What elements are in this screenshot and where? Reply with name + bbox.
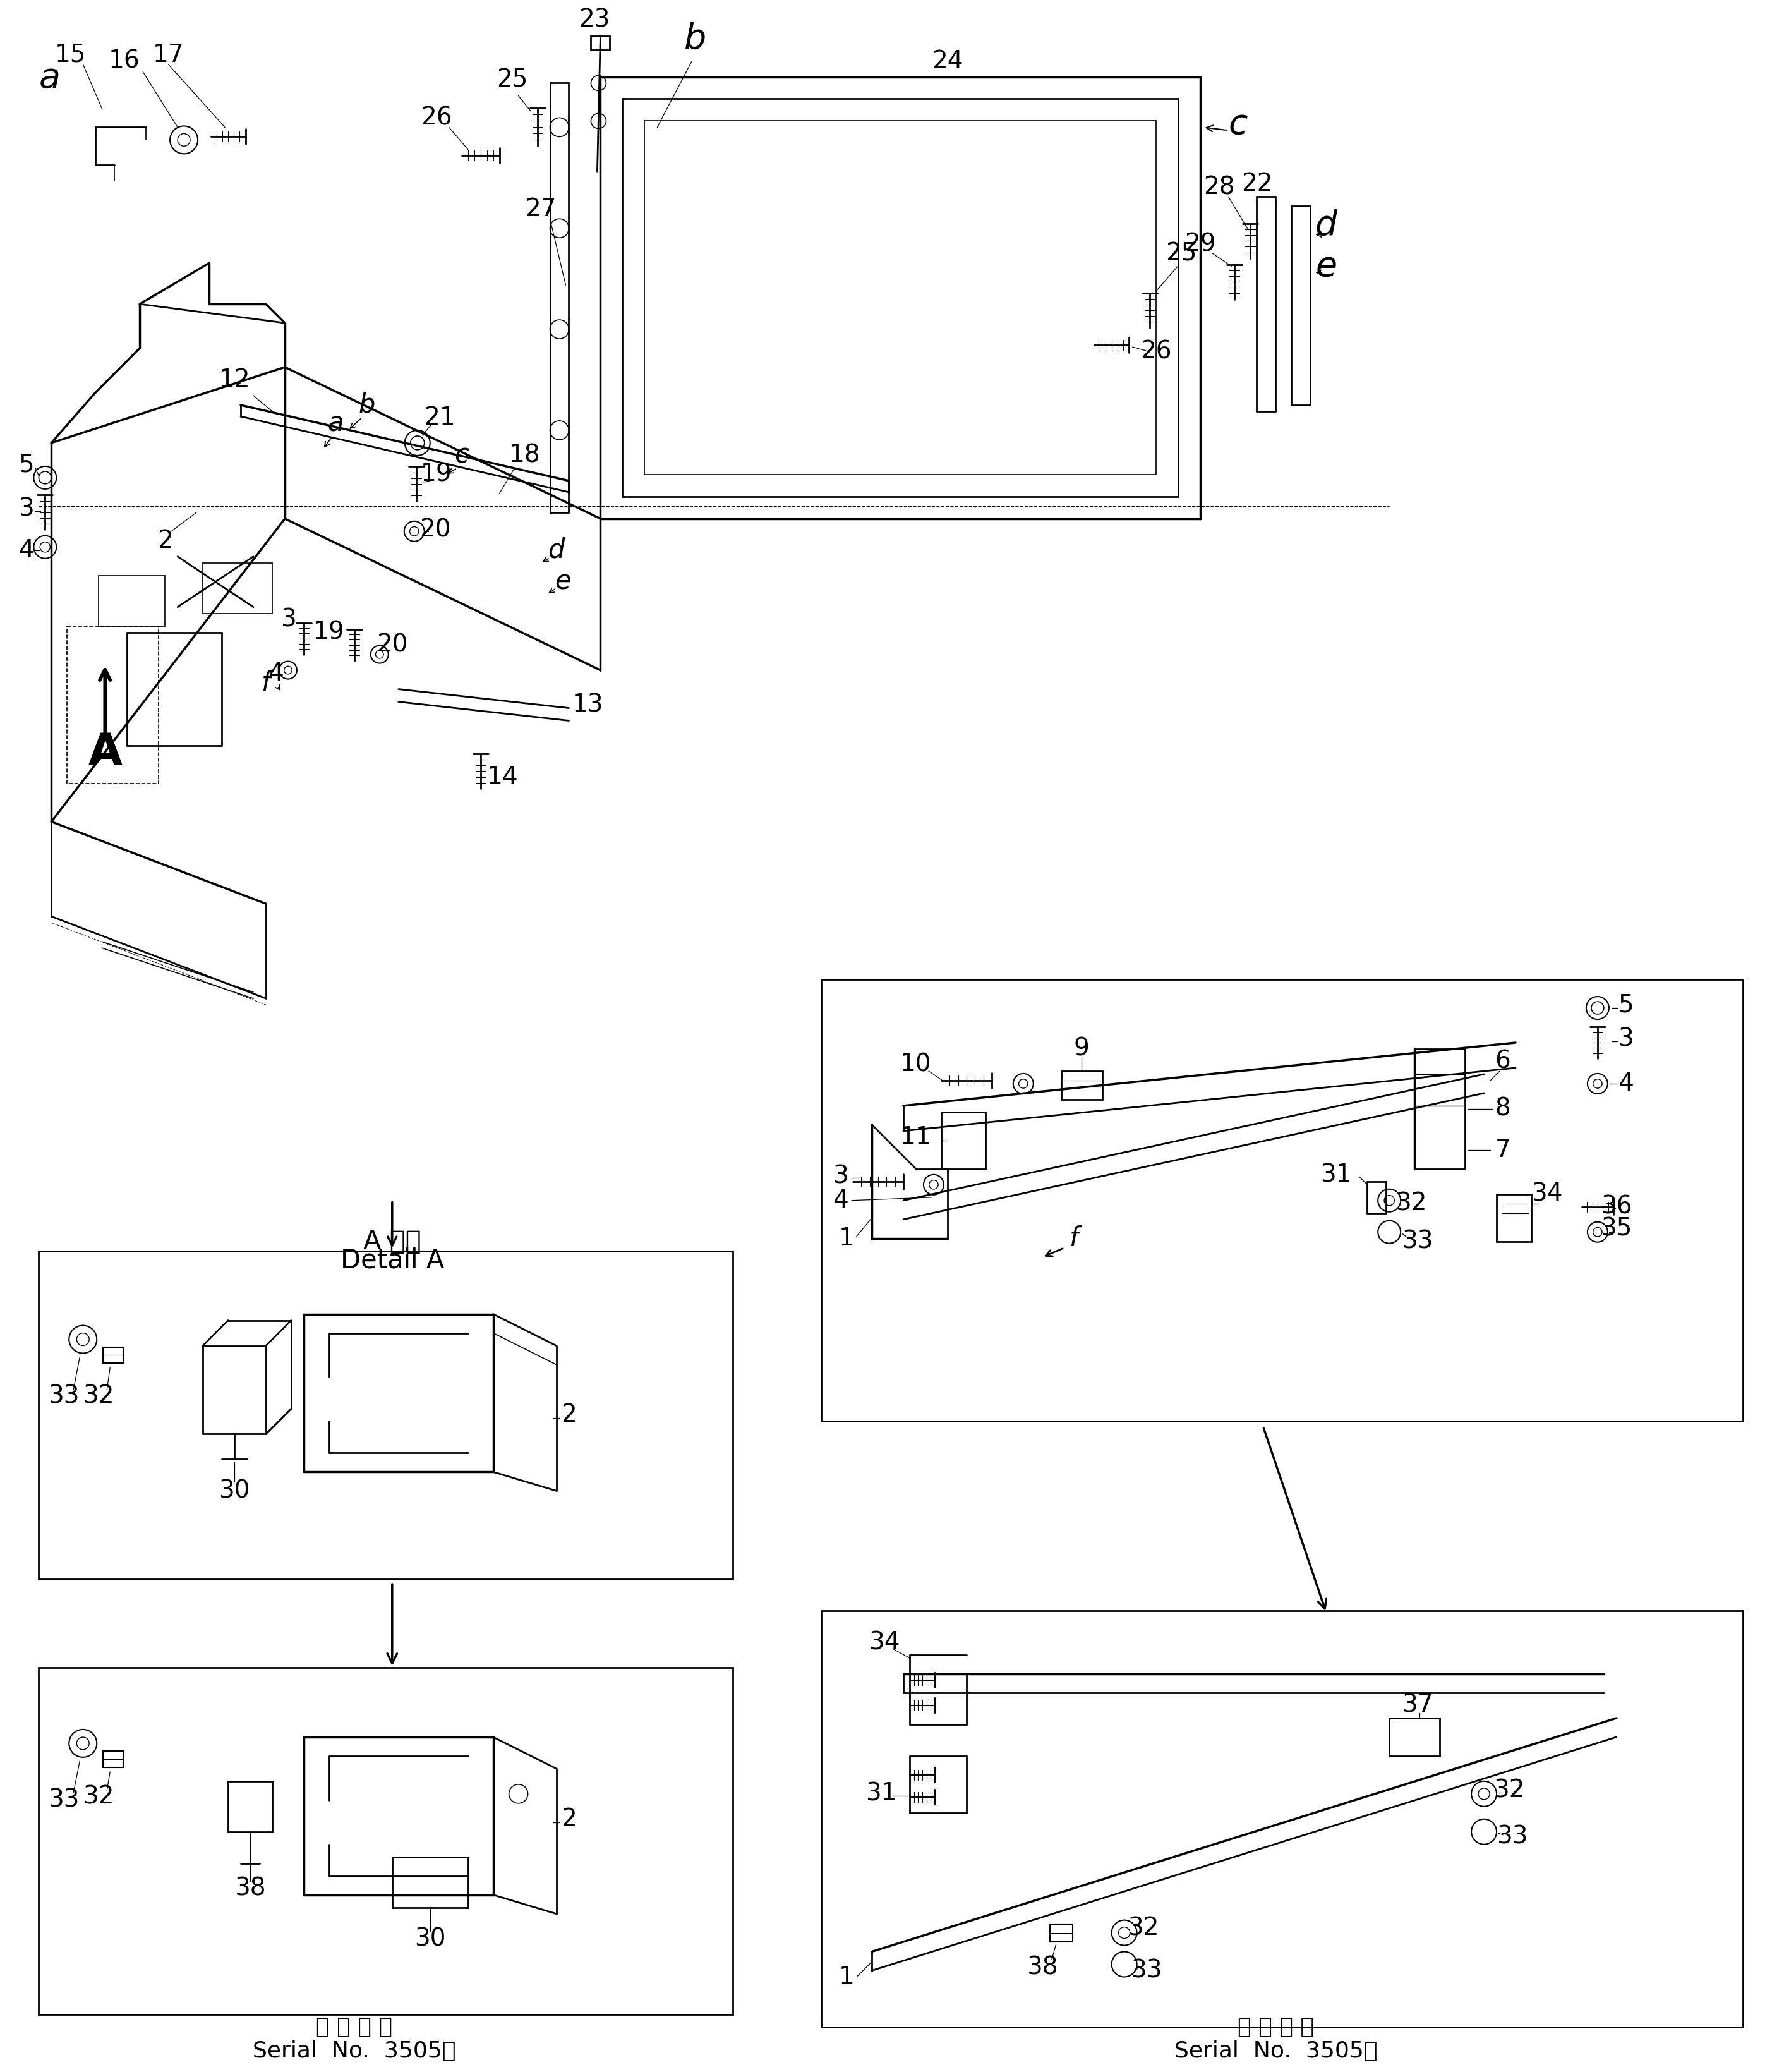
Text: 19: 19 <box>314 620 346 644</box>
Text: 38: 38 <box>234 1877 266 1900</box>
Text: 16: 16 <box>108 50 140 73</box>
Text: 4: 4 <box>268 661 284 686</box>
Text: 3: 3 <box>280 607 296 632</box>
Bar <box>1049 1925 1072 1941</box>
Text: 32: 32 <box>83 1384 115 1409</box>
Text: 26: 26 <box>420 106 452 131</box>
Text: 4: 4 <box>18 539 34 562</box>
Text: 30: 30 <box>415 1927 447 1952</box>
Text: 23: 23 <box>578 8 610 31</box>
Text: 9: 9 <box>1074 1036 1090 1061</box>
Text: 19: 19 <box>420 462 452 487</box>
Text: A 詳細: A 詳細 <box>363 1229 422 1256</box>
Text: 2: 2 <box>562 1807 576 1832</box>
Text: 2: 2 <box>158 528 174 553</box>
Text: 3: 3 <box>18 497 34 522</box>
Bar <box>1061 1071 1102 1100</box>
Text: 31: 31 <box>865 1782 897 1807</box>
Text: 適 用 号 機: 適 用 号 機 <box>315 2016 393 2039</box>
Text: A: A <box>89 731 122 773</box>
Text: 32: 32 <box>1494 1778 1526 1803</box>
Text: 33: 33 <box>48 1384 80 1409</box>
Text: 37: 37 <box>1402 1693 1434 1718</box>
Text: f: f <box>260 669 271 696</box>
Text: 29: 29 <box>1184 232 1216 257</box>
Text: 4: 4 <box>833 1189 849 1212</box>
Text: 33: 33 <box>1402 1229 1434 1254</box>
Text: 6: 6 <box>1496 1051 1512 1073</box>
Bar <box>103 1347 124 1363</box>
Bar <box>820 980 1742 1421</box>
Text: 10: 10 <box>900 1053 932 1077</box>
Text: 34: 34 <box>868 1631 900 1653</box>
Text: 18: 18 <box>509 443 540 468</box>
Text: 30: 30 <box>218 1479 250 1502</box>
Text: 1: 1 <box>838 1227 854 1249</box>
Text: 32: 32 <box>1127 1917 1159 1939</box>
Text: a: a <box>39 60 60 95</box>
Text: 33: 33 <box>1131 1958 1162 1983</box>
Text: 3: 3 <box>833 1164 849 1189</box>
Bar <box>820 1610 1742 2026</box>
Bar <box>103 1751 124 1767</box>
Bar <box>1497 1193 1531 1241</box>
Bar <box>39 1251 734 1579</box>
Text: a: a <box>328 410 344 437</box>
Text: 24: 24 <box>932 50 964 73</box>
Bar <box>590 35 610 50</box>
Text: 34: 34 <box>1531 1183 1563 1206</box>
Text: 11: 11 <box>900 1125 932 1150</box>
Text: e: e <box>1315 249 1336 284</box>
Text: 15: 15 <box>55 44 85 66</box>
Text: 36: 36 <box>1600 1196 1632 1218</box>
Text: 26: 26 <box>1139 340 1171 363</box>
Text: 32: 32 <box>1396 1191 1426 1216</box>
Text: d: d <box>548 537 565 564</box>
Text: c: c <box>1228 108 1247 141</box>
Text: e: e <box>555 568 571 595</box>
Text: f: f <box>1069 1225 1079 1251</box>
Text: 33: 33 <box>48 1788 80 1813</box>
Text: Serial  No.  3505～: Serial No. 3505～ <box>253 2041 455 2062</box>
Text: 20: 20 <box>420 518 450 543</box>
Bar <box>67 626 159 783</box>
Text: 8: 8 <box>1496 1096 1512 1121</box>
Text: 5: 5 <box>18 454 34 477</box>
Text: c: c <box>454 441 470 468</box>
Text: 20: 20 <box>376 632 408 657</box>
Text: 25: 25 <box>496 68 528 91</box>
Text: d: d <box>1315 209 1338 242</box>
Text: 35: 35 <box>1600 1216 1632 1241</box>
Text: 14: 14 <box>487 765 517 789</box>
Text: Detail A: Detail A <box>340 1247 445 1274</box>
Text: 33: 33 <box>1497 1825 1527 1848</box>
Text: 13: 13 <box>572 692 604 717</box>
Text: 38: 38 <box>1026 1956 1058 1979</box>
Text: b: b <box>358 392 376 419</box>
Text: 27: 27 <box>525 197 556 222</box>
Text: 22: 22 <box>1240 172 1272 197</box>
Text: Serial  No.  3505～: Serial No. 3505～ <box>1175 2041 1377 2062</box>
Text: 12: 12 <box>218 369 250 392</box>
Text: 2: 2 <box>562 1403 576 1428</box>
Text: 31: 31 <box>1320 1162 1352 1187</box>
Text: 28: 28 <box>1203 176 1235 199</box>
Text: 7: 7 <box>1496 1138 1512 1162</box>
Text: 17: 17 <box>152 44 184 66</box>
Text: 25: 25 <box>1166 242 1196 265</box>
Text: b: b <box>684 23 707 56</box>
Bar <box>39 1668 734 2014</box>
Text: 5: 5 <box>1618 992 1634 1017</box>
Text: 3: 3 <box>1618 1028 1634 1051</box>
Text: 適 用 号 機: 適 用 号 機 <box>1237 2016 1313 2039</box>
Text: 32: 32 <box>83 1784 115 1809</box>
Text: 21: 21 <box>424 406 455 429</box>
Text: 4: 4 <box>1618 1071 1634 1096</box>
Text: 1: 1 <box>838 1964 854 1989</box>
